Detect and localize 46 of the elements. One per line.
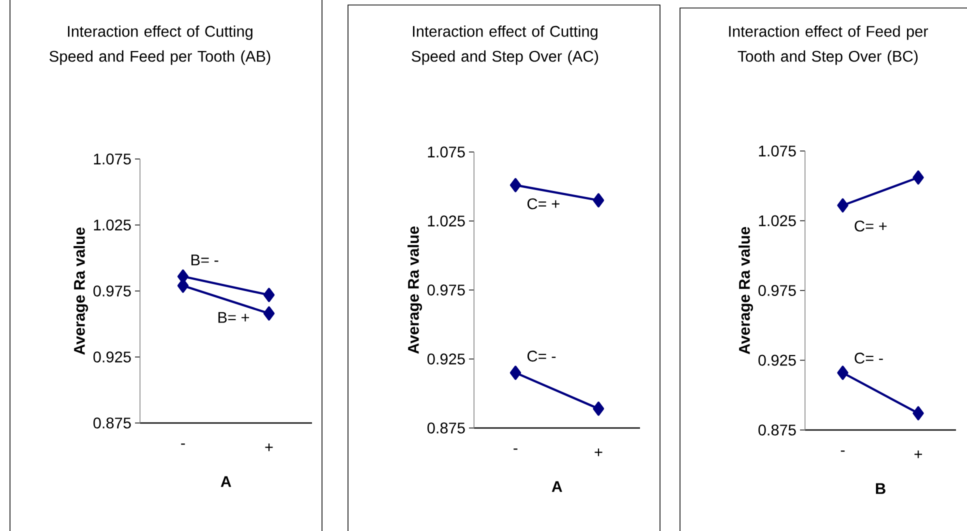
- x-tick-label: +: [594, 448, 602, 456]
- point: [837, 366, 848, 380]
- y-tick-label: 1.025: [759, 215, 796, 226]
- x-axis-title: A: [552, 481, 562, 492]
- point: [837, 198, 848, 212]
- y-tick-label: 1.075: [94, 154, 131, 164]
- chart-title: Interaction effect of Feed per Tooth and Step Over (BC): [729, 26, 928, 65]
- chart-title: Interaction effect of Cutting Speed and Feed per Tooth (AB): [50, 26, 270, 65]
- point: [263, 288, 275, 302]
- x-tick-label: -: [840, 450, 845, 452]
- y-tick-label: 0.975: [427, 284, 465, 296]
- point: [592, 193, 604, 208]
- series-label: C= -: [527, 350, 556, 362]
- series-label: B= -: [191, 254, 218, 266]
- y-tick-label: 0.875: [427, 422, 465, 434]
- point: [592, 402, 604, 416]
- x-tick-label: -: [181, 444, 185, 445]
- y-axis-title: Average Ra value: [738, 226, 753, 354]
- series-label: C= -: [854, 352, 883, 364]
- y-tick-label: 0.925: [427, 354, 465, 364]
- series-label: C= +: [527, 198, 560, 210]
- x-tick-label: +: [914, 450, 922, 458]
- chart-title: Interaction effect of Cutting Speed and Step Over (AC): [412, 26, 598, 65]
- point: [912, 170, 924, 185]
- series-label: C= +: [854, 220, 887, 232]
- point: [263, 306, 275, 321]
- y-tick-label: 1.075: [428, 146, 465, 158]
- x-tick-label: -: [514, 448, 518, 450]
- y-tick-label: 1.025: [94, 220, 131, 230]
- series-label: B= +: [218, 312, 250, 323]
- x-tick-label: +: [265, 444, 273, 452]
- y-tick-label: 0.925: [758, 354, 796, 366]
- y-tick-label: 1.075: [759, 146, 796, 156]
- point: [510, 178, 522, 192]
- y-tick-label: 1.025: [428, 216, 465, 226]
- y-tick-label: 0.875: [93, 418, 131, 428]
- x-axis-title: B: [876, 483, 886, 494]
- point: [510, 366, 522, 380]
- y-axis-title: Average Ra value: [408, 226, 422, 354]
- y-tick-label: 0.975: [758, 285, 796, 296]
- y-axis-title: Average Ra value: [74, 227, 88, 355]
- y-tick-label: 0.875: [758, 424, 796, 436]
- point: [912, 406, 924, 420]
- y-tick-label: 0.975: [93, 286, 131, 296]
- y-tick-label: 0.925: [93, 352, 131, 362]
- x-axis-title: A: [220, 476, 232, 487]
